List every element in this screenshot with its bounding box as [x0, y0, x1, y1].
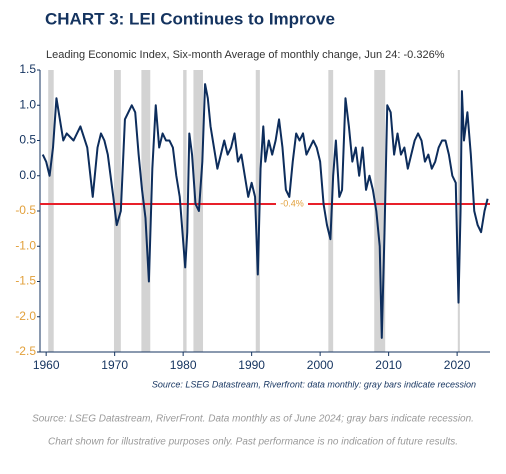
- recession-band: [141, 70, 151, 352]
- x-tick-label: 1970: [101, 358, 128, 372]
- y-tick-label: -2.0: [15, 309, 36, 323]
- x-tick-label: 1990: [238, 358, 265, 372]
- x-tick-label: 2020: [444, 358, 471, 372]
- y-tick-label: 0.5: [19, 133, 36, 147]
- x-tick-label: 1960: [33, 358, 60, 372]
- footer-line: Chart shown for illustrative purposes on…: [48, 437, 458, 448]
- y-tick-label: -1.5: [15, 274, 36, 288]
- footer-line: Source: LSEG Datastream, RiverFront. Dat…: [32, 414, 474, 425]
- y-tick-label: -2.5: [15, 344, 36, 358]
- x-tick-label: 2000: [307, 358, 334, 372]
- recession-band: [183, 70, 187, 352]
- y-tick-label: 0.0: [19, 168, 36, 182]
- y-tick-label: -1.0: [15, 238, 36, 252]
- recession-band: [113, 70, 121, 352]
- recession-band: [48, 70, 54, 352]
- recession-band: [457, 70, 460, 352]
- source-note: Source: LSEG Datastream, Riverfront: dat…: [152, 379, 476, 389]
- reference-label-bg: [276, 197, 308, 210]
- chart-title: CHART 3: LEI Continues to Improve: [45, 9, 335, 28]
- chart-subtitle: Leading Economic Index, Six-month Averag…: [46, 49, 445, 61]
- reference-label: -0.4%: [280, 198, 304, 208]
- y-tick-label: -0.5: [15, 203, 36, 217]
- recession-band: [374, 70, 386, 352]
- recession-band: [255, 70, 260, 352]
- y-tick-label: 1.0: [19, 97, 36, 111]
- x-tick-label: 2010: [375, 358, 402, 372]
- y-tick-label: 1.5: [19, 62, 36, 76]
- lei-line: [41, 83, 489, 339]
- x-tick-label: 1980: [170, 358, 197, 372]
